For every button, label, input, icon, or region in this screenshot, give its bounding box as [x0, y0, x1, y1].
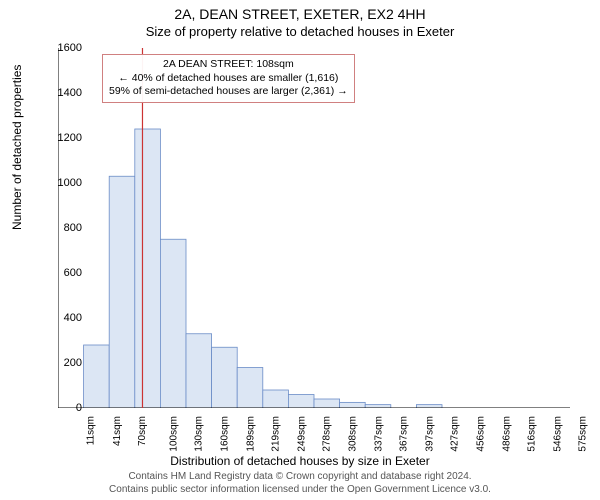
y-tick-label: 1200: [58, 132, 82, 144]
x-axis-label: Distribution of detached houses by size …: [0, 454, 600, 468]
footer-text: Contains HM Land Registry data © Crown c…: [0, 471, 600, 496]
chart-title-line1: 2A, DEAN STREET, EXETER, EX2 4HH: [0, 0, 600, 22]
histogram-bar: [416, 405, 442, 408]
y-tick-label: 600: [64, 267, 82, 279]
histogram-bar: [263, 390, 289, 408]
histogram-bar: [84, 345, 110, 408]
x-tick-label: 130sqm: [194, 416, 205, 452]
y-tick-label: 200: [64, 357, 82, 369]
histogram-bar: [212, 347, 238, 408]
histogram-bar: [186, 334, 212, 408]
footer-line1: Contains HM Land Registry data © Crown c…: [0, 471, 600, 484]
x-tick-label: 575sqm: [578, 416, 589, 452]
annotation-line2: ← 40% of detached houses are smaller (1,…: [109, 72, 348, 86]
footer-line2: Contains public sector information licen…: [0, 484, 600, 497]
annotation-line1: 2A DEAN STREET: 108sqm: [109, 58, 348, 72]
y-axis-label: Number of detached properties: [10, 65, 24, 230]
x-tick-label: 70sqm: [137, 416, 148, 446]
histogram-bar: [365, 405, 391, 408]
x-tick-label: 100sqm: [168, 416, 179, 452]
x-tick-label: 308sqm: [348, 416, 359, 452]
histogram-bar: [135, 129, 161, 408]
x-tick-label: 160sqm: [220, 416, 231, 452]
x-tick-label: 219sqm: [271, 416, 282, 452]
chart-title-line2: Size of property relative to detached ho…: [0, 22, 600, 39]
x-tick-label: 427sqm: [450, 416, 461, 452]
y-tick-label: 800: [64, 222, 82, 234]
histogram-bar: [288, 395, 314, 409]
x-tick-label: 486sqm: [501, 416, 512, 452]
x-tick-label: 11sqm: [85, 416, 96, 445]
x-tick-label: 189sqm: [245, 416, 256, 452]
x-tick-label: 546sqm: [552, 416, 563, 452]
y-tick-label: 1000: [58, 177, 82, 189]
x-tick-label: 41sqm: [112, 416, 123, 446]
y-tick-label: 0: [76, 402, 82, 414]
histogram-bar: [314, 399, 340, 408]
annotation-box: 2A DEAN STREET: 108sqm ← 40% of detached…: [102, 54, 355, 103]
x-tick-label: 337sqm: [373, 416, 384, 452]
x-tick-label: 516sqm: [527, 416, 538, 452]
x-tick-label: 278sqm: [322, 416, 333, 452]
y-tick-label: 1600: [58, 42, 82, 54]
histogram-bar: [340, 402, 366, 408]
x-tick-label: 456sqm: [476, 416, 487, 452]
x-tick-label: 397sqm: [424, 416, 435, 452]
x-tick-label: 249sqm: [296, 416, 307, 452]
x-tick-label: 367sqm: [399, 416, 410, 452]
histogram-bar: [109, 176, 135, 408]
annotation-line3: 59% of semi-detached houses are larger (…: [109, 85, 348, 99]
y-tick-label: 400: [64, 312, 82, 324]
histogram-bar: [237, 368, 263, 409]
histogram-bar: [160, 239, 186, 408]
y-tick-label: 1400: [58, 87, 82, 99]
